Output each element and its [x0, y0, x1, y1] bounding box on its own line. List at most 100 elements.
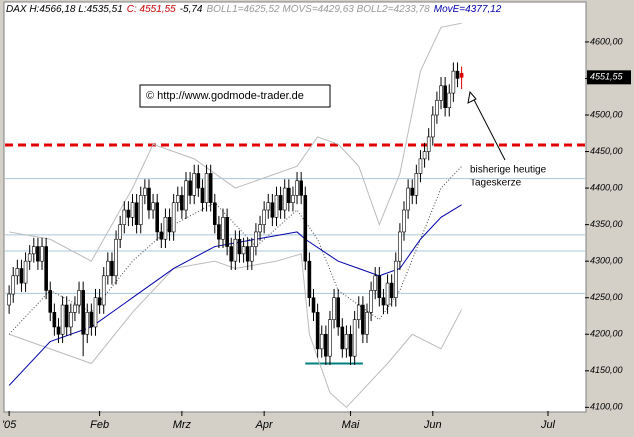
- candle-body: [270, 202, 275, 218]
- y-tick-label: 4350,00: [590, 219, 623, 229]
- indicator-line: [8, 166, 462, 335]
- y-tick-label: 4450,00: [590, 146, 623, 156]
- last-price-box: [587, 70, 631, 85]
- candle-body: [406, 187, 410, 211]
- candle-body: [447, 92, 452, 109]
- candle-body: [278, 195, 283, 211]
- candle-body: [31, 246, 36, 255]
- candle-body: [77, 290, 81, 306]
- candle-body: [180, 195, 184, 211]
- candle-body: [344, 333, 349, 350]
- candle-body: [225, 217, 229, 247]
- header-part: C: 4551,55: [127, 4, 176, 15]
- candle-body: [7, 293, 11, 306]
- candle-body: [250, 246, 254, 262]
- header-part: DAX H:4566,18 L:4535,51: [6, 4, 123, 15]
- candle-body: [221, 217, 225, 240]
- y-tick-label: 4250,00: [590, 292, 623, 302]
- candle-body: [459, 73, 464, 78]
- candle-body: [266, 202, 271, 211]
- candle-body: [118, 224, 122, 240]
- candle-body: [192, 173, 197, 196]
- candle-body: [410, 187, 415, 196]
- candle-body: [258, 224, 262, 233]
- candle-body: [324, 333, 328, 357]
- candle-body: [44, 246, 48, 291]
- candle-body: [398, 231, 402, 262]
- candle-body: [106, 260, 110, 277]
- candle-body: [204, 173, 209, 204]
- candle-body: [352, 319, 357, 357]
- candle-body: [393, 260, 398, 299]
- candle-body: [274, 195, 279, 218]
- candle-body: [291, 195, 295, 204]
- x-tick-label: Jun: [423, 419, 442, 431]
- candle-body: [365, 312, 369, 335]
- annotation-arrow: [469, 91, 506, 161]
- candle-body: [155, 202, 159, 233]
- candle-body: [143, 187, 147, 196]
- candle-body: [171, 202, 176, 233]
- candle-body: [439, 85, 443, 101]
- candle-body: [443, 85, 447, 109]
- y-tick-label: 4300,00: [590, 256, 623, 266]
- candle-body: [151, 202, 155, 211]
- candle-body: [315, 312, 320, 350]
- candle-body: [332, 297, 336, 320]
- candle-body: [414, 173, 419, 196]
- candle-body: [356, 304, 361, 320]
- y-tick-label: 4400,00: [590, 182, 623, 192]
- candle-body: [233, 238, 238, 262]
- candle-body: [89, 312, 94, 328]
- candle-body: [200, 187, 205, 204]
- candle-body: [451, 70, 456, 94]
- candle-body: [328, 319, 332, 357]
- candle-body: [319, 333, 324, 350]
- watermark: © http://www.godmode-trader.de: [146, 90, 304, 102]
- candle-body: [402, 209, 406, 233]
- y-tick-label: 4150,00: [590, 365, 623, 375]
- candle-body: [241, 246, 246, 255]
- candle-body: [245, 246, 250, 262]
- candle-body: [377, 275, 382, 299]
- arrow-head: [467, 90, 477, 104]
- candle-body: [422, 151, 427, 160]
- header-part: BOLL1=4625,52 MOVS=4429,63 BOLL2=4233,78: [207, 4, 431, 15]
- candle-body: [455, 70, 460, 79]
- candle-body: [163, 217, 168, 240]
- candle-body: [348, 333, 353, 357]
- candle-body: [52, 312, 57, 328]
- candle-body: [40, 246, 44, 262]
- candle-body: [138, 195, 143, 225]
- candle-body: [369, 290, 373, 313]
- candle-body: [303, 195, 308, 262]
- indicator-line: [9, 22, 462, 262]
- annotation: bisherige heutige: [470, 165, 547, 176]
- candle-body: [217, 224, 221, 240]
- candle-body: [340, 326, 345, 350]
- last-price-label: 4551,55: [590, 72, 624, 82]
- candle-body: [435, 100, 439, 116]
- candle-body: [381, 297, 386, 306]
- candle-body: [147, 187, 151, 211]
- candle-body: [101, 275, 106, 306]
- candle-body: [282, 187, 287, 211]
- x-tick-label: Jul: [540, 419, 556, 431]
- candle-body: [23, 260, 28, 284]
- candle-body: [184, 180, 188, 211]
- candle-body: [431, 114, 435, 138]
- candle-body: [295, 180, 299, 196]
- candle-body: [19, 268, 24, 284]
- candle-body: [130, 202, 135, 218]
- x-tick-label: Apr: [255, 419, 274, 431]
- candle-body: [15, 268, 20, 277]
- x-tick-label: '05: [2, 419, 17, 431]
- candle-body: [311, 297, 316, 313]
- candle-body: [159, 231, 164, 240]
- candle-body: [48, 290, 53, 313]
- header-part: -5,74: [180, 4, 203, 15]
- candle-body: [122, 209, 127, 225]
- candle-body: [93, 297, 98, 328]
- candle-body: [73, 304, 77, 313]
- candle-body: [299, 180, 303, 196]
